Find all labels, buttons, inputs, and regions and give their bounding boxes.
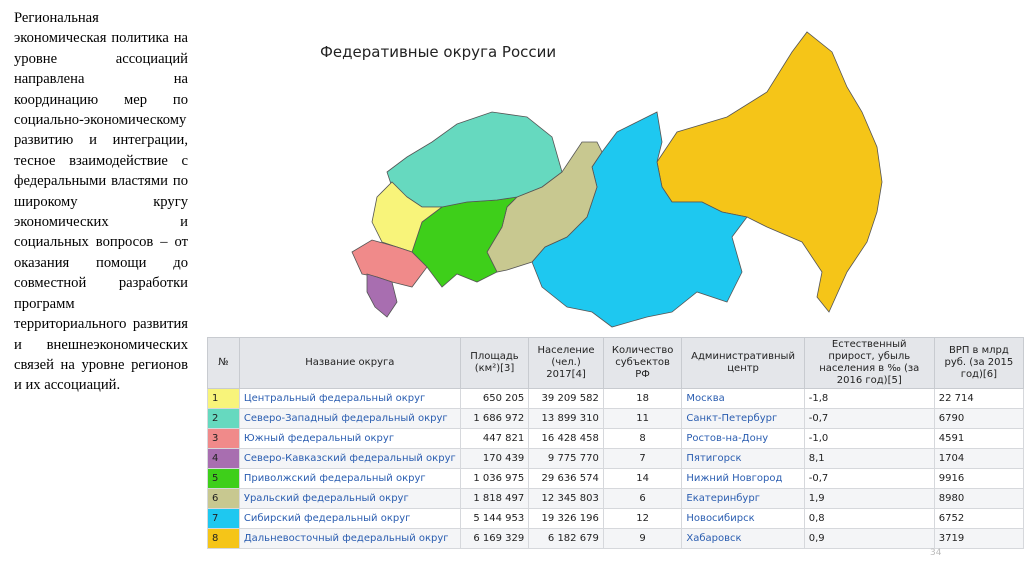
table-cell: 447 821 [459,428,530,449]
table-cell: 4591 [933,428,1024,449]
column-header: Количество субъектов РФ [602,337,683,389]
column-header: Административный центр [681,337,805,389]
table-cell: 6 169 329 [459,528,530,549]
table-cell: 7 [602,448,683,469]
column-header: Название округа [238,337,461,389]
table-cell: Москва [681,388,805,409]
table-cell: Екатеринбург [681,488,805,509]
table-cell: 6752 [933,508,1024,529]
table-cell: 2 [207,408,240,429]
table-cell: 6 182 679 [528,528,604,549]
table-row: 7 Сибирский федеральный округ 5 144 953 19 … [207,508,1024,529]
map: Федеративные округа России [320,31,883,328]
column-header: Население (чел.) 2017[4] [528,337,604,389]
north-caucasus [366,273,398,318]
table-cell: 0,8 [803,508,935,529]
table-cell: Дальневосточный федеральный округ [238,528,461,549]
table-cell: 6 [207,488,240,509]
table-cell: Нижний Новгород [681,468,805,489]
table-cell: -0,7 [803,408,935,429]
table-row: 4 Северо-Кавказский федеральный округ 170 … [207,448,1024,469]
table-cell: 9 775 770 [528,448,604,469]
table-cell: 5 144 953 [459,508,530,529]
table-cell: 19 326 196 [528,508,604,529]
table-cell: -0,7 [803,468,935,489]
table-cell: Северо-Кавказский федеральный округ [238,448,461,469]
table-cell: 0,9 [803,528,935,549]
table-cell: 8980 [933,488,1024,509]
table-cell: 16 428 458 [528,428,604,449]
table-cell: 11 [602,408,683,429]
page-number: 34 [930,548,942,558]
map-title: Федеративные округа России [320,43,556,61]
table-cell: Санкт-Петербург [681,408,805,429]
table-cell: 650 205 [459,388,530,409]
central [371,181,444,253]
table-cell: Центральный федеральный округ [238,388,461,409]
table-cell: 7 [207,508,240,529]
table-row: 5 Приволжский федеральный округ 1 036 975 2… [207,468,1024,489]
table-row: 3 Южный федеральный округ 447 821 16 428 45… [207,428,1024,449]
table-cell: 170 439 [459,448,530,469]
table-cell: 14 [602,468,683,489]
table-cell: 9 [602,528,683,549]
column-header: Площадь (км²)[3] [459,337,530,389]
body-text: Региональная экономическая политика на у… [14,10,188,394]
table-cell: Хабаровск [681,528,805,549]
table-cell: Пятигорск [681,448,805,469]
table-cell: 8,1 [803,448,935,469]
districts-table: № Название округа Площадь (км²)[3] Населени… [207,337,1024,549]
table-row: 6 Уральский федеральный округ 1 818 497 12 … [207,488,1024,509]
table-cell: 8 [207,528,240,549]
table-cell: 6790 [933,408,1024,429]
table-cell: Новосибирск [681,508,805,529]
table-cell: -1,0 [803,428,935,449]
table-cell: 3719 [933,528,1024,549]
table-cell: Приволжский федеральный округ [238,468,461,489]
table-cell: 1704 [933,448,1024,469]
column-header: № [207,337,240,389]
table-cell: 1 [207,388,240,409]
table-cell: 12 [602,508,683,529]
table-cell: 39 209 582 [528,388,604,409]
districts [351,31,883,328]
table-cell: 18 [602,388,683,409]
table-cell: 5 [207,468,240,489]
table-cell: Сибирский федеральный округ [238,508,461,529]
table-cell: 8 [602,428,683,449]
column-header: ВРП в млрд руб. (за 2015 год)[6] [933,337,1024,389]
table-cell: 1,9 [803,488,935,509]
table-cell: 29 636 574 [528,468,604,489]
table-cell: 1 818 497 [459,488,530,509]
table-cell: 3 [207,428,240,449]
table-cell: Ростов-на-Дону [681,428,805,449]
table-cell: Северо-Западный федеральный округ [238,408,461,429]
table-cell: 22 714 [933,388,1024,409]
table-cell: 4 [207,448,240,469]
column-header: Естественный прирост, убыль населения в … [803,337,935,389]
table-cell: 1 686 972 [459,408,530,429]
table-row: 8 Дальневосточный федеральный округ 6 169 … [207,528,1024,549]
table-cell: 6 [602,488,683,509]
table-cell: 13 899 310 [528,408,604,429]
table-row: 2 Северо-Западный федеральный округ 1 686 … [207,408,1024,429]
table-cell: -1,8 [803,388,935,409]
table-row: 1 Центральный федеральный округ 650 205 39 … [207,388,1024,409]
table-cell: Уральский федеральный округ [238,488,461,509]
table-cell: 9916 [933,468,1024,489]
table-cell: Южный федеральный округ [238,428,461,449]
table-cell: 1 036 975 [459,468,530,489]
table-cell: 12 345 803 [528,488,604,509]
